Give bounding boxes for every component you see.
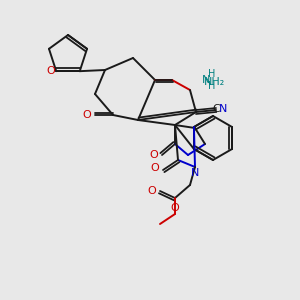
Text: H: H	[208, 69, 216, 79]
Text: O: O	[82, 110, 91, 120]
Text: O: O	[150, 150, 158, 160]
Text: O: O	[171, 203, 179, 213]
Text: O: O	[47, 66, 56, 76]
Text: O: O	[148, 186, 156, 196]
Text: N: N	[219, 104, 227, 114]
Text: C: C	[212, 104, 220, 114]
Text: N: N	[191, 168, 199, 178]
Text: NH₂: NH₂	[204, 77, 225, 87]
Text: O: O	[151, 163, 159, 173]
Text: H: H	[208, 81, 216, 91]
Text: N: N	[202, 75, 210, 85]
